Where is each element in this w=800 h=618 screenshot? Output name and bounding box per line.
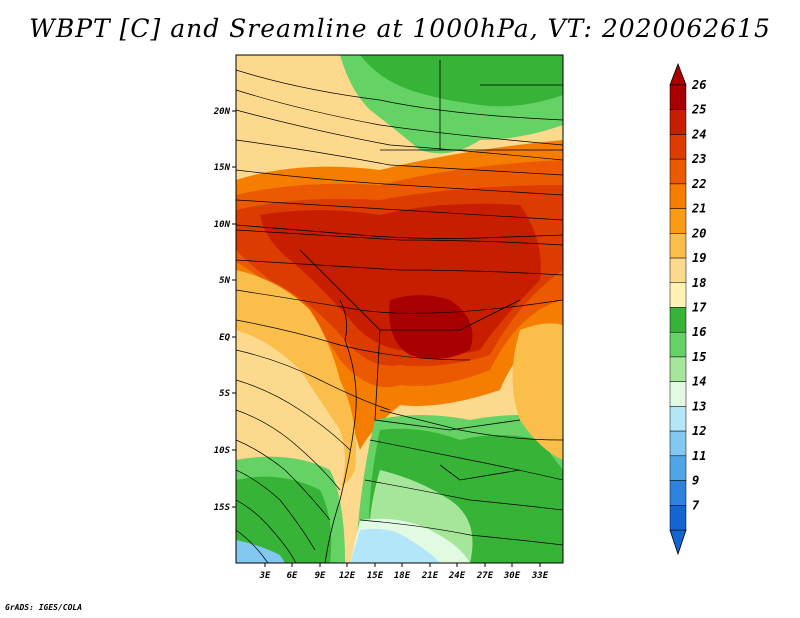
colorbar-label: 11	[692, 449, 706, 463]
colorbar-label: 17	[692, 301, 707, 315]
grads-credit: GrADS: IGES/COLA	[5, 603, 83, 612]
colorbar-label: 7	[692, 498, 700, 512]
lat-label: 10N	[214, 220, 231, 230]
colorbar-label: 20	[691, 226, 706, 240]
colorbar-label: 22	[691, 177, 706, 191]
colorbar-swatch	[669, 109, 687, 135]
lat-label: EQ	[219, 333, 230, 343]
colorbar: 26 25 24 23 22 21 20 19 18 17 16 15 14 13 12 11 9 7	[669, 62, 707, 556]
colorbar-top-arrow	[669, 62, 687, 86]
colorbar-label: 21	[691, 202, 706, 216]
colorbar-label: 18	[692, 276, 706, 290]
lon-label: 3E	[259, 571, 271, 581]
lon-label: 6E	[287, 571, 298, 581]
colorbar-swatch	[669, 183, 687, 209]
colorbar-swatch	[669, 282, 687, 308]
lon-label: 33E	[531, 571, 549, 581]
colorbar-swatch	[669, 134, 687, 160]
colorbar-label: 26	[691, 78, 706, 92]
colorbar-label: 12	[692, 424, 706, 438]
lon-label: 30E	[503, 571, 521, 581]
colorbar-swatch	[669, 356, 687, 382]
colorbar-swatch	[669, 307, 687, 333]
colorbar-label: 13	[692, 399, 706, 413]
colorbar-swatch	[669, 208, 687, 234]
lat-label: 10S	[214, 446, 231, 456]
colorbar-swatch	[669, 430, 687, 457]
colorbar-label: 9	[692, 474, 699, 488]
lat-label: 20N	[213, 107, 231, 117]
colorbar-swatch	[669, 381, 687, 407]
lon-label: 27E	[476, 571, 494, 581]
colorbar-label: 23	[691, 152, 706, 166]
lat-label: 15S	[214, 503, 231, 513]
colorbar-swatch	[669, 505, 687, 531]
colorbar-swatch	[669, 455, 687, 481]
colorbar-swatch	[669, 331, 687, 358]
colorbar-swatch	[669, 233, 687, 259]
lon-axis: 3E 6E 9E 12E 15E 18E 21E 24E 27E 30E 33E	[259, 563, 549, 581]
colorbar-swatch	[669, 84, 687, 110]
colorbar-bottom-arrow	[669, 529, 687, 556]
colorbar-label: 25	[691, 103, 706, 117]
lat-label: 15N	[214, 163, 231, 173]
colorbar-label: 15	[692, 350, 706, 364]
lon-label: 12E	[339, 571, 356, 581]
country-borders	[236, 60, 563, 563]
colorbar-swatch	[669, 480, 687, 506]
colorbar-swatch	[669, 257, 687, 284]
colorbar-label: 16	[692, 325, 706, 339]
colorbar-swatch	[669, 406, 687, 432]
colorbar-label: 24	[691, 127, 706, 141]
lat-axis: 20N 15N 10N 5N EQ 5S 10S 15S	[213, 107, 236, 513]
streamlines	[236, 69, 563, 563]
lon-label: 24E	[448, 571, 466, 581]
colorbar-label: 19	[692, 251, 706, 265]
colorbar-swatch	[669, 158, 687, 185]
map-frame	[235, 54, 564, 564]
map-title: WBPT [C] and Sreamline at 1000hPa, VT: 2…	[29, 14, 771, 43]
lon-label: 9E	[315, 571, 326, 581]
lat-label: 5N	[219, 276, 230, 286]
wbpt-shading	[236, 55, 563, 563]
lon-label: 21E	[421, 571, 439, 581]
colorbar-label: 14	[692, 375, 706, 389]
lon-label: 18E	[394, 571, 411, 581]
lat-label: 5S	[219, 389, 230, 399]
lon-label: 15E	[367, 571, 384, 581]
